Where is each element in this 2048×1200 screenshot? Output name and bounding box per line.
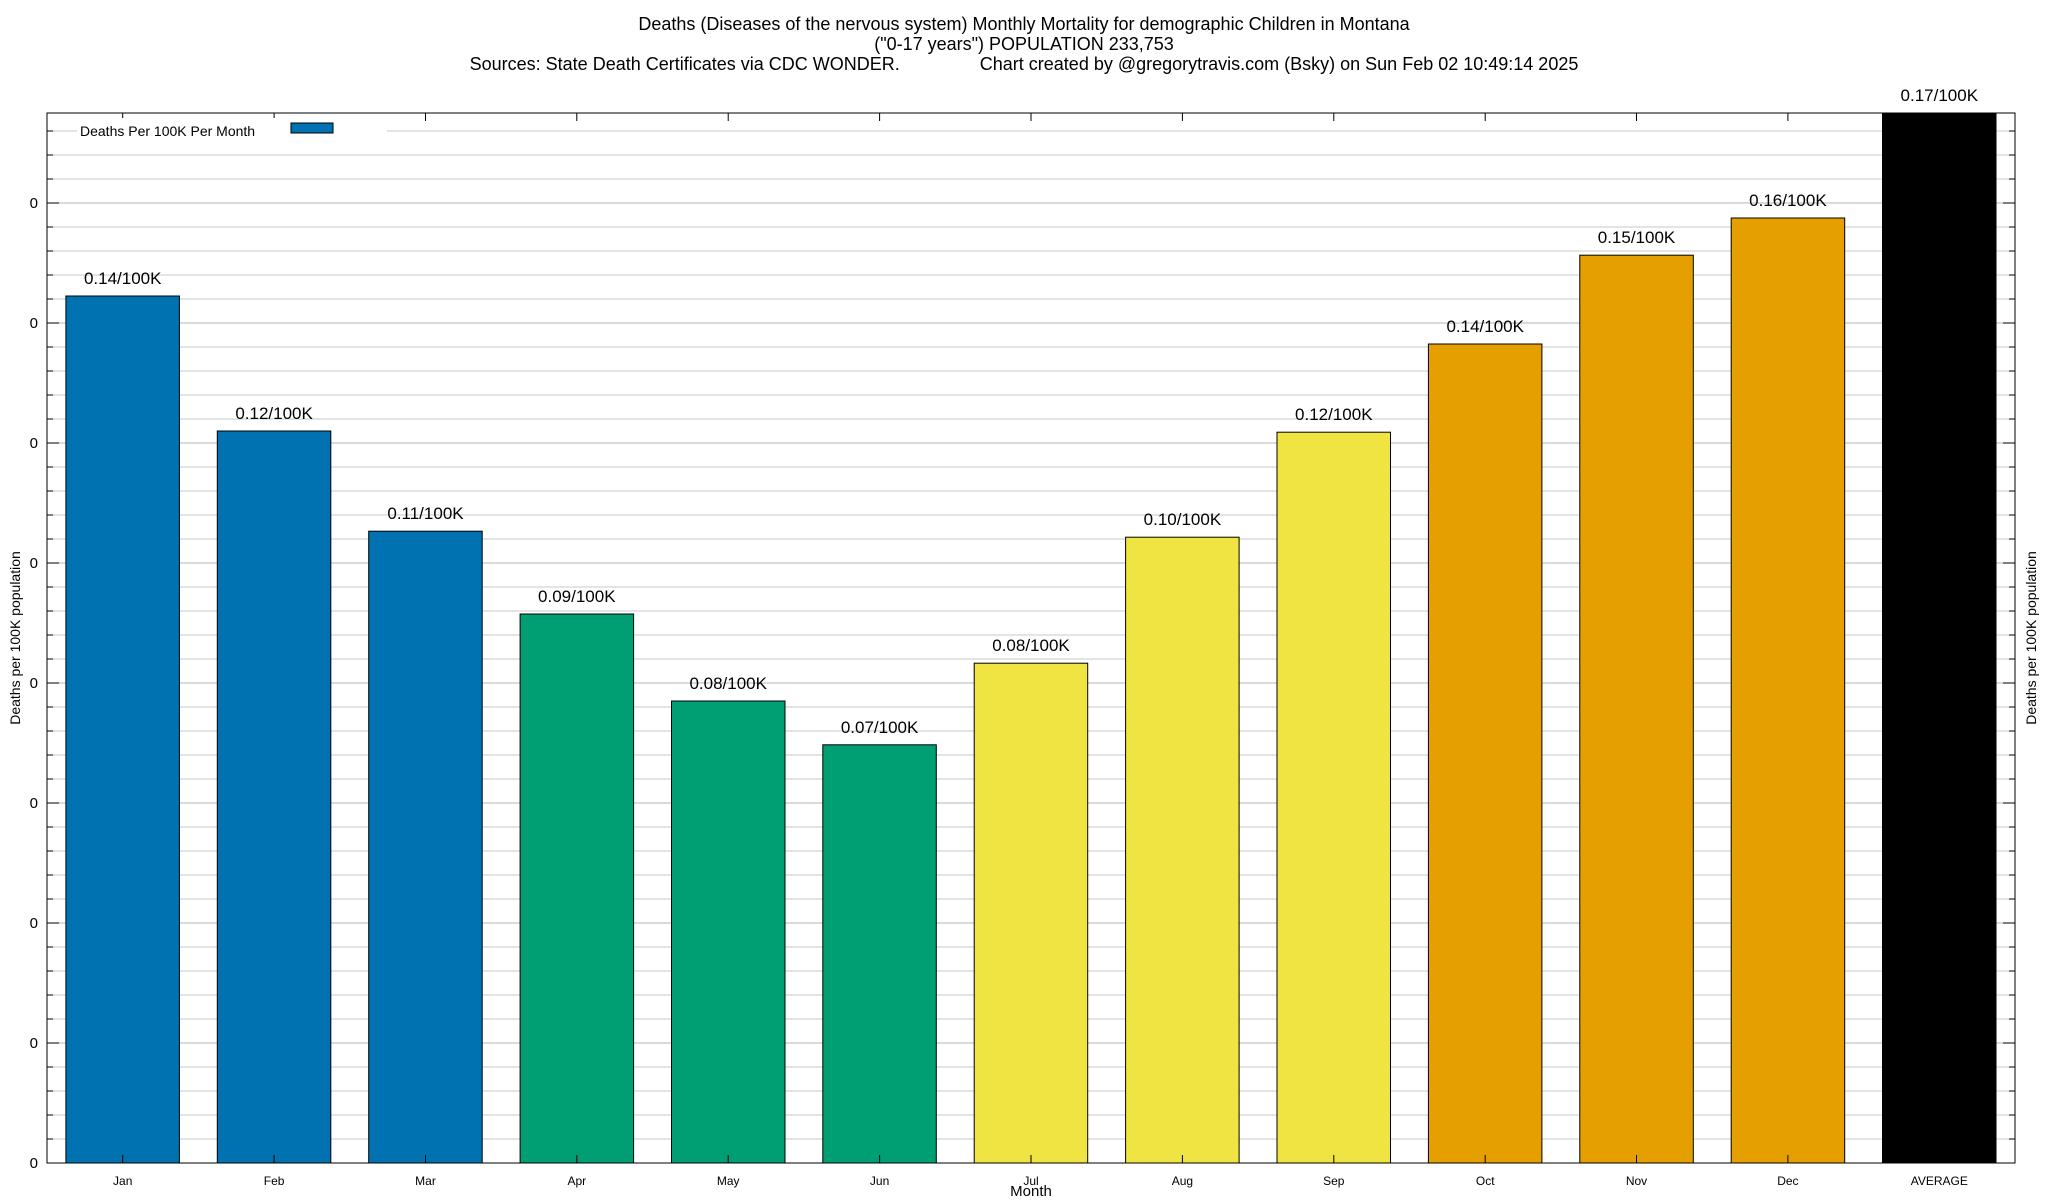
bar-jun <box>822 744 937 1164</box>
bar-jan <box>65 295 180 1164</box>
axis-ticks: 0 0 0 0 0 0 0 0 0 <box>30 113 2015 1172</box>
bar-aug <box>1125 536 1240 1164</box>
bar-apr <box>519 613 635 1164</box>
data-label: 0.09/100K <box>538 587 616 606</box>
x-tick-label: Aug <box>1172 1174 1193 1188</box>
y-axis-label: Deaths per 100K population <box>7 551 23 725</box>
x-tick-label: Oct <box>1476 1174 1495 1188</box>
x-axis-label: Month <box>1010 1183 1052 1200</box>
legend-label: Deaths Per 100K Per Month <box>80 123 255 139</box>
data-label: 0.08/100K <box>689 674 767 693</box>
y-tick-label: 0 <box>30 675 38 692</box>
x-tick-label: May <box>717 1174 740 1188</box>
y-tick-label: 0 <box>30 435 38 452</box>
x-tick-label: Mar <box>415 1174 436 1188</box>
y-tick-label: 0 <box>30 195 38 212</box>
bar-average <box>1882 112 1997 1164</box>
legend: Deaths Per 100K Per Month <box>77 118 387 143</box>
x-tick-label: Feb <box>264 1174 285 1188</box>
data-label: 0.14/100K <box>1446 317 1524 336</box>
bar-jul <box>973 662 1089 1164</box>
y-tick-label: 0 <box>30 915 38 932</box>
y-tick-label: 0 <box>30 315 38 332</box>
y-tick-label: 0 <box>30 1035 38 1052</box>
legend-swatch <box>290 122 334 134</box>
x-tick-label: Nov <box>1626 1174 1647 1188</box>
data-label: 0.07/100K <box>841 718 919 737</box>
data-label: 0.08/100K <box>992 636 1070 655</box>
data-label: 0.11/100K <box>387 504 464 523</box>
x-tick-label: AVERAGE <box>1911 1174 1968 1188</box>
y-tick-label: 0 <box>30 795 38 812</box>
y-axis-label-right: Deaths per 100K population <box>2023 551 2039 725</box>
x-tick-label: Dec <box>1777 1174 1798 1188</box>
data-label: 0.17/100K <box>1901 86 1979 105</box>
bars <box>65 112 1997 1164</box>
y-tick-label: 0 <box>30 555 38 572</box>
chart-title: Deaths (Diseases of the nervous system) … <box>638 14 1410 34</box>
bar-oct <box>1427 343 1543 1164</box>
chart-subtitle-sources: Sources: State Death Certificates via CD… <box>469 54 1579 74</box>
bar-dec <box>1730 217 1846 1164</box>
x-tick-label: Apr <box>567 1174 586 1188</box>
data-label: 0.10/100K <box>1144 510 1222 529</box>
data-label: 0.15/100K <box>1598 228 1676 247</box>
data-label: 0.12/100K <box>235 404 313 423</box>
x-tick-label: Sep <box>1323 1174 1345 1188</box>
data-label: 0.16/100K <box>1749 191 1827 210</box>
chart-subtitle-population: ("0-17 years") POPULATION 233,753 <box>874 34 1174 54</box>
bar-sep <box>1276 431 1391 1164</box>
legend-background <box>77 118 387 143</box>
bar-mar <box>368 530 483 1164</box>
y-tick-label: 0 <box>30 1155 38 1172</box>
data-label: 0.14/100K <box>84 269 162 288</box>
bar-nov <box>1579 254 1694 1164</box>
x-tick-label: Jun <box>870 1174 889 1188</box>
data-label: 0.12/100K <box>1295 405 1373 424</box>
bar-may <box>671 700 786 1164</box>
data-labels: Jan 0.14/100K Feb 0.12/100K Mar 0.11/100K Apr 0… <box>84 86 1979 1188</box>
x-tick-label: Jul <box>1023 1174 1038 1188</box>
bar-feb <box>216 430 332 1164</box>
x-tick-label: Jan <box>113 1174 132 1188</box>
